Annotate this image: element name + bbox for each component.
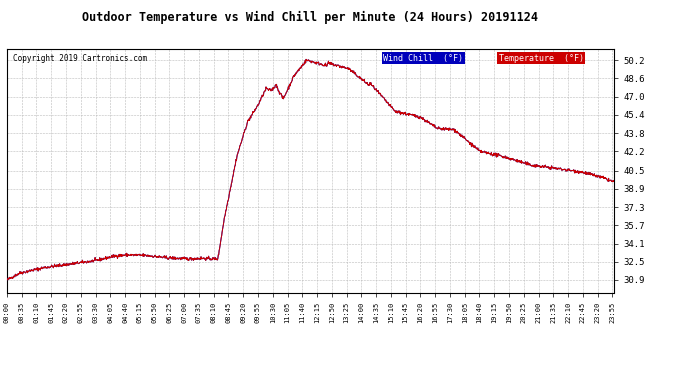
Text: Wind Chill  (°F): Wind Chill (°F) <box>384 54 464 63</box>
Text: Temperature  (°F): Temperature (°F) <box>499 54 584 63</box>
Text: Outdoor Temperature vs Wind Chill per Minute (24 Hours) 20191124: Outdoor Temperature vs Wind Chill per Mi… <box>83 11 538 24</box>
Text: Copyright 2019 Cartronics.com: Copyright 2019 Cartronics.com <box>13 54 147 63</box>
